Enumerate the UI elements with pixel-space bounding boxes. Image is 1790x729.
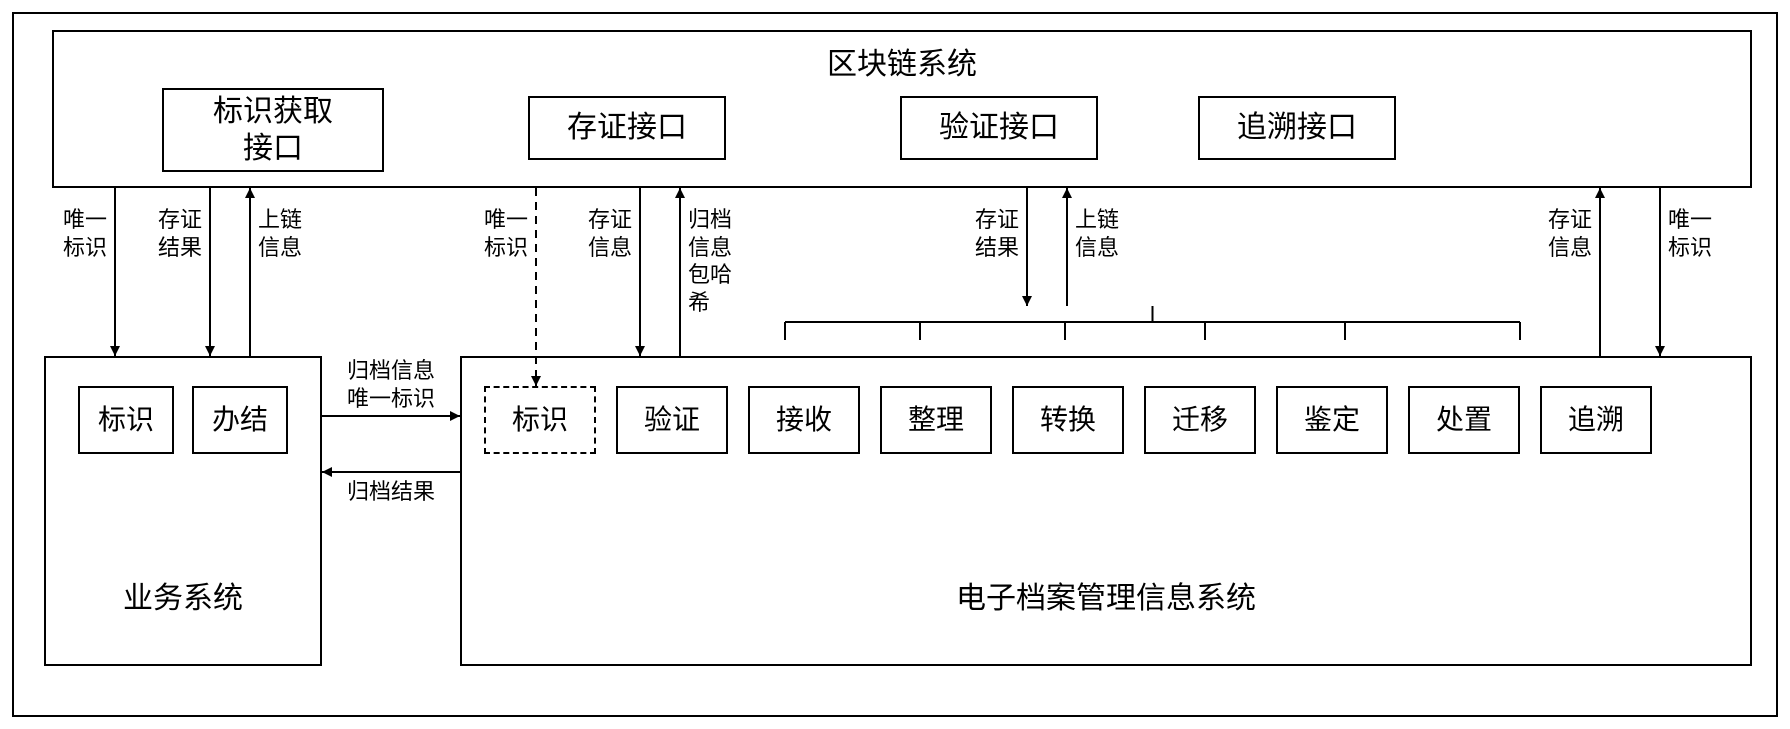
arrow-label-a8: 上链 信息	[1075, 206, 1135, 261]
arrow-label-a4: 唯一 标识	[468, 206, 528, 261]
arrow-label-a5: 存证 信息	[572, 206, 632, 261]
arrow-label-a7: 存证 结果	[959, 206, 1019, 261]
blockchain-interface-verify-label: 验证接口	[900, 96, 1098, 160]
blockchain-interface-store-label: 存证接口	[528, 96, 726, 160]
arrow-label-a11: 归档信息 唯一标识	[321, 357, 461, 412]
business-box-id-label: 标识	[78, 386, 174, 454]
blockchain-title: 区块链系统	[52, 46, 1752, 84]
arrow-label-a2: 存证 结果	[142, 206, 202, 261]
arrow-label-a12: 归档结果	[321, 478, 461, 506]
archive-box-id-label: 标识	[484, 386, 596, 454]
diagram-stage: 区块链系统标识获取 接口存证接口验证接口追溯接口业务系统标识办结电子档案管理信息…	[0, 0, 1790, 729]
archive-box-convert-label: 转换	[1012, 386, 1124, 454]
arrow-label-a1: 唯一 标识	[47, 206, 107, 261]
archive-box-appraise-label: 鉴定	[1276, 386, 1388, 454]
archive-box-verify-label: 验证	[616, 386, 728, 454]
archive-box-dispose-label: 处置	[1408, 386, 1520, 454]
blockchain-interface-id_get-label: 标识获取 接口	[162, 88, 384, 172]
arrow-label-a10: 唯一 标识	[1668, 206, 1728, 261]
business-box-finish-label: 办结	[192, 386, 288, 454]
archive-box-receive-label: 接收	[748, 386, 860, 454]
arrow-label-a9: 存证 信息	[1532, 206, 1592, 261]
archive-box-trace-label: 追溯	[1540, 386, 1652, 454]
business-title: 业务系统	[44, 580, 322, 618]
arrow-label-a3: 上链 信息	[258, 206, 318, 261]
archive-box-organize-label: 整理	[880, 386, 992, 454]
blockchain-interface-trace-label: 追溯接口	[1198, 96, 1396, 160]
arrow-label-a6: 归档 信息 包哈 希	[688, 206, 748, 316]
archive-title: 电子档案管理信息系统	[460, 580, 1752, 618]
archive-box-migrate-label: 迁移	[1144, 386, 1256, 454]
